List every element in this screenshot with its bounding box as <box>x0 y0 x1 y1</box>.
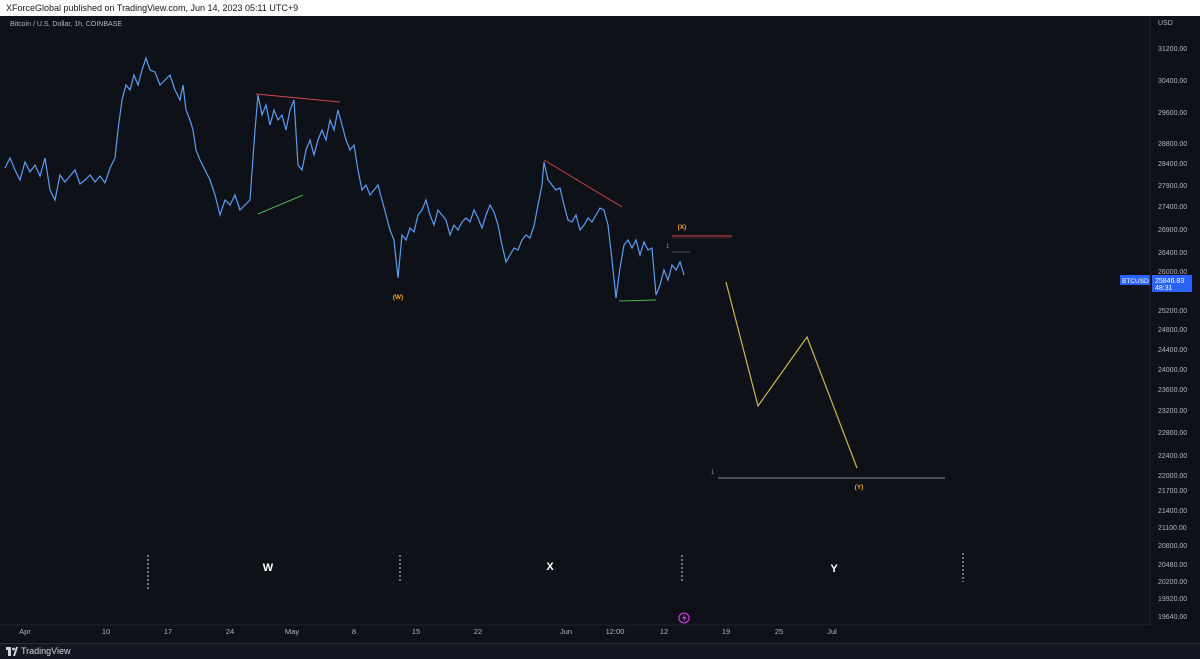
last-price-countdown: 48:31 <box>1155 285 1173 292</box>
time-axis-labels: Apr 10 17 24 May 8 15 22 Jun 12:00 12 19 25 Jul <box>19 627 837 636</box>
wave-x-label: (X) <box>678 224 687 231</box>
time-tick-label: 12 <box>660 627 668 636</box>
support-line-2[interactable] <box>618 299 657 302</box>
event-lightning-icon[interactable] <box>678 612 690 624</box>
support-line-1[interactable] <box>257 194 304 215</box>
last-price-value: 25846.83 <box>1155 278 1184 285</box>
chart-area[interactable]: Bitcoin / U.S. Dollar, 1h, COINBASE USD … <box>0 16 1200 643</box>
time-tick-label: 24 <box>226 627 234 636</box>
price-tick-label: 19920.00 <box>1158 596 1187 603</box>
time-tick-label: May <box>285 627 299 636</box>
price-tick-label: 28400.00 <box>1158 161 1187 168</box>
chart-svg[interactable]: Bitcoin / U.S. Dollar, 1h, COINBASE USD … <box>0 16 1200 643</box>
last-price-tag: BTCUSD 25846.83 48:31 <box>1120 275 1192 292</box>
price-tick-label: 24400.00 <box>1158 347 1187 354</box>
price-tick-label: 27900.00 <box>1158 183 1187 190</box>
resistance-line-2[interactable] <box>543 159 623 208</box>
price-tick-label: 19640.00 <box>1158 614 1187 621</box>
brand-name: TradingView <box>21 646 71 656</box>
time-tick-label: 12:00 <box>606 627 625 636</box>
price-tick-label: 22800.00 <box>1158 430 1187 437</box>
price-tick-label: 25200.00 <box>1158 308 1187 315</box>
price-tick-label: 27400.00 <box>1158 204 1187 211</box>
resistance-line-1[interactable] <box>255 93 341 103</box>
last-price-symbol: BTCUSD <box>1122 278 1149 285</box>
price-tick-label: 30400.00 <box>1158 78 1187 85</box>
price-tick-label: 20200.00 <box>1158 579 1187 586</box>
tradingview-logo-icon <box>6 647 18 656</box>
price-tick-label: 29600.00 <box>1158 110 1187 117</box>
wave-y-label: (Y) <box>855 484 864 491</box>
time-tick-label: 19 <box>722 627 730 636</box>
time-tick-label: Jun <box>560 627 572 636</box>
price-series <box>4 56 685 299</box>
time-tick-label: Apr <box>19 627 31 636</box>
price-tick-label: 28800.00 <box>1158 141 1187 148</box>
publish-header: XForceGlobal published on TradingView.co… <box>0 0 1200 16</box>
time-tick-label: 10 <box>102 627 110 636</box>
time-tick-label: 15 <box>412 627 420 636</box>
price-axis[interactable] <box>1150 16 1200 643</box>
cycle-label-x: X <box>546 561 554 573</box>
time-tick-label: 8 <box>352 627 356 636</box>
price-tick-label: 31200.00 <box>1158 46 1187 53</box>
publish-info: XForceGlobal published on TradingView.co… <box>6 3 299 13</box>
time-tick-label: 25 <box>775 627 783 636</box>
price-tick-label: 26000.00 <box>1158 269 1187 276</box>
wave-w-label: (W) <box>393 294 403 301</box>
price-tick-label: 24800.00 <box>1158 327 1187 334</box>
time-tick-label: 22 <box>474 627 482 636</box>
price-tick-label: 21400.00 <box>1158 508 1187 515</box>
cycle-label-w: W <box>263 562 274 574</box>
price-axis-labels: 31200.00 30400.00 29600.00 28800.00 28400.00… <box>1158 46 1187 621</box>
price-tick-label: 26400.00 <box>1158 250 1187 257</box>
price-tick-label: 20800.00 <box>1158 543 1187 550</box>
price-tick-label: 24000.00 <box>1158 367 1187 374</box>
symbol-description: Bitcoin / U.S. Dollar, 1h, COINBASE <box>10 21 122 28</box>
price-tick-label: 20480.00 <box>1158 562 1187 569</box>
marker-one-a: 1 <box>666 244 670 250</box>
marker-one-b: 1 <box>711 470 715 476</box>
price-tick-label: 21100.00 <box>1158 525 1187 532</box>
price-tick-label: 23600.00 <box>1158 387 1187 394</box>
time-tick-label: Jul <box>827 627 837 636</box>
price-tick-label: 26900.00 <box>1158 227 1187 234</box>
price-tick-label: 21700.00 <box>1158 488 1187 495</box>
price-tick-label: 23200.00 <box>1158 408 1187 415</box>
time-tick-label: 17 <box>164 627 172 636</box>
price-tick-label: 22400.00 <box>1158 453 1187 460</box>
currency-label: USD <box>1158 20 1173 27</box>
footer-bar: TradingView <box>0 643 1200 659</box>
cycle-label-y: Y <box>830 563 838 575</box>
projection-path[interactable] <box>725 281 858 469</box>
price-tick-label: 22000.00 <box>1158 473 1187 480</box>
